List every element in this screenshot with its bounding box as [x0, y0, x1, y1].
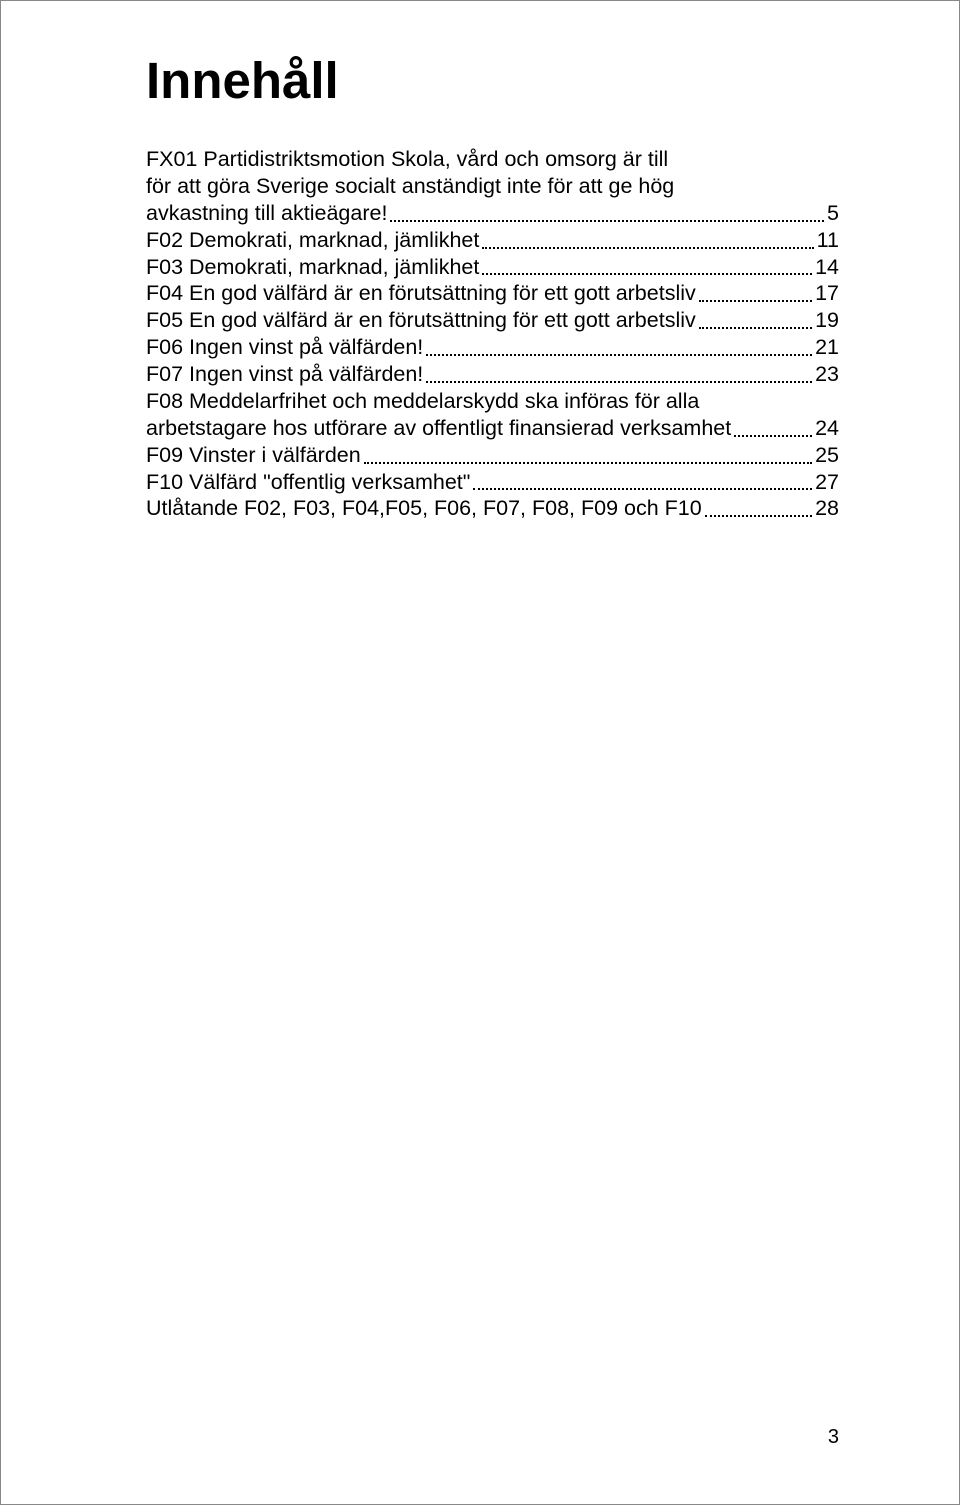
toc-entry-label: F07 Ingen vinst på välfärden!	[146, 361, 423, 388]
toc-entry-label: F09 Vinster i välfärden	[146, 442, 361, 469]
toc-entry-label: F05 En god välfärd är en förutsättning f…	[146, 307, 696, 334]
toc-entry: avkastning till aktieägare! 5	[146, 200, 839, 227]
toc-entry-label: Utlåtande F02, F03, F04,F05, F06, F07, F…	[146, 495, 702, 522]
toc-entry-label: F10 Välfärd "offentlig verksamhet"	[146, 469, 470, 496]
toc-entry-label: F03 Demokrati, marknad, jämlikhet	[146, 254, 479, 281]
toc-entry-page: 23	[815, 361, 839, 388]
toc-entry-page: 25	[815, 442, 839, 469]
toc-entry-page: 21	[815, 334, 839, 361]
toc-entry: F05 En god välfärd är en förutsättning f…	[146, 307, 839, 334]
toc-entry-page: 27	[815, 469, 839, 496]
toc-leader-dots	[473, 487, 812, 490]
toc-leader-dots	[705, 514, 812, 517]
page: Innehåll FX01 Partidistriktsmotion Skola…	[0, 0, 960, 1505]
toc-entry-line: för att göra Sverige socialt anständigt …	[146, 173, 839, 200]
toc-leader-dots	[699, 326, 812, 329]
toc-entry-page: 14	[815, 254, 839, 281]
toc-leader-dots	[482, 246, 813, 249]
page-number: 3	[828, 1426, 839, 1449]
toc-entry: F10 Välfärd "offentlig verksamhet" 27	[146, 469, 839, 496]
page-title: Innehåll	[146, 51, 839, 110]
toc-leader-dots	[426, 353, 812, 356]
toc-leader-dots	[364, 461, 812, 464]
toc-entry-page: 17	[815, 280, 839, 307]
toc-entry-label: avkastning till aktieägare!	[146, 200, 387, 227]
toc-entry: F02 Demokrati, marknad, jämlikhet 11	[146, 227, 839, 254]
toc-leader-dots	[699, 299, 812, 302]
toc-entry: F04 En god välfärd är en förutsättning f…	[146, 280, 839, 307]
toc-entry-label: arbetstagare hos utförare av offentligt …	[146, 415, 731, 442]
toc-entry-page: 11	[817, 227, 839, 254]
table-of-contents: FX01 Partidistriktsmotion Skola, vård oc…	[146, 146, 839, 522]
toc-entry: F06 Ingen vinst på välfärden! 21	[146, 334, 839, 361]
toc-entry: F07 Ingen vinst på välfärden! 23	[146, 361, 839, 388]
toc-leader-dots	[426, 380, 812, 383]
toc-entry-line: F08 Meddelarfrihet och meddelarskydd ska…	[146, 388, 839, 415]
toc-leader-dots	[734, 434, 812, 437]
toc-entry: F09 Vinster i välfärden 25	[146, 442, 839, 469]
toc-entry: F03 Demokrati, marknad, jämlikhet 14	[146, 254, 839, 281]
toc-leader-dots	[390, 219, 824, 222]
toc-entry-label: F06 Ingen vinst på välfärden!	[146, 334, 423, 361]
toc-entry-page: 19	[815, 307, 839, 334]
toc-entry: Utlåtande F02, F03, F04,F05, F06, F07, F…	[146, 495, 839, 522]
toc-entry-label: F02 Demokrati, marknad, jämlikhet	[146, 227, 479, 254]
toc-entry-label: F04 En god välfärd är en förutsättning f…	[146, 280, 696, 307]
toc-entry-line: FX01 Partidistriktsmotion Skola, vård oc…	[146, 146, 839, 173]
toc-leader-dots	[482, 272, 812, 275]
toc-entry: arbetstagare hos utförare av offentligt …	[146, 415, 839, 442]
toc-entry-page: 5	[827, 200, 839, 227]
toc-entry-page: 24	[815, 415, 839, 442]
toc-entry-page: 28	[815, 495, 839, 522]
